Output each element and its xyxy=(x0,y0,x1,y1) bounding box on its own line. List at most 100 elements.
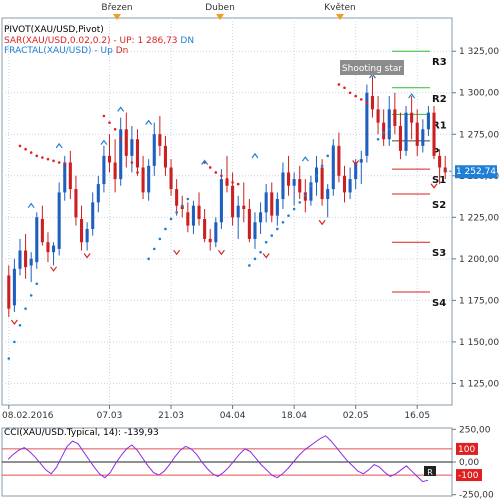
cci-level-badge xyxy=(456,469,482,482)
sar-point-down xyxy=(18,144,22,148)
legend-fractal-up: Up xyxy=(101,46,114,56)
candle-body xyxy=(337,145,341,176)
sar-point-up xyxy=(35,282,39,286)
x-tick-label: 08.02.2016 xyxy=(2,411,54,421)
candle-body xyxy=(57,192,61,249)
candle-body xyxy=(231,185,235,218)
sar-point-down xyxy=(52,159,55,163)
cci-y-tick-label: 250,00 xyxy=(459,425,491,435)
candle-body xyxy=(119,129,123,180)
fractal-up-marker xyxy=(145,119,153,125)
cci-line xyxy=(7,435,429,483)
fractal-down-marker xyxy=(10,319,18,325)
y-tick-label: 1 125,00 xyxy=(459,379,499,389)
sar-point-down xyxy=(354,94,357,98)
fractal-up-marker xyxy=(408,93,416,99)
candle-body xyxy=(370,96,375,110)
candle-body xyxy=(68,162,72,190)
candle-body xyxy=(186,212,190,226)
candle-body xyxy=(432,112,436,156)
fractal-markers xyxy=(10,73,438,325)
candle-body xyxy=(74,189,78,218)
candle-body xyxy=(12,268,16,306)
candle-body xyxy=(382,122,386,140)
sar-point-down xyxy=(141,174,145,178)
sar-point-up xyxy=(326,154,330,158)
sar-point-up xyxy=(376,137,380,141)
sar-point-down xyxy=(343,86,346,90)
fractal-down-marker xyxy=(217,249,225,256)
candle-body xyxy=(421,129,425,146)
sar-point-up xyxy=(270,234,274,237)
x-tick-label: 02.05 xyxy=(343,411,369,421)
sar-point-down xyxy=(35,154,39,158)
sar-point-up xyxy=(276,227,279,231)
cci-level-badge xyxy=(456,442,478,455)
y-tick-label: 1 150,00 xyxy=(459,338,499,348)
candle-body xyxy=(180,205,184,210)
month-marker-duben xyxy=(216,14,224,20)
candle-body xyxy=(264,192,268,213)
sar-point-up xyxy=(152,247,156,251)
sar-point-up xyxy=(7,357,11,360)
candle-body xyxy=(342,175,347,193)
cci-legend: CCI(XAU/USD.Typical, 14): -139,93 xyxy=(4,428,159,438)
candle-body xyxy=(309,182,313,201)
x-tick-label: 04.04 xyxy=(220,411,246,421)
candle-body xyxy=(197,205,201,219)
sar-point-down xyxy=(113,127,117,131)
candle-body xyxy=(253,222,257,239)
shooting-star-label: Shooting star xyxy=(342,64,402,74)
x-tick-label: 21.03 xyxy=(158,411,184,421)
candle-body xyxy=(410,112,414,123)
candle-body xyxy=(113,162,117,180)
legend-fractal-line: FRACTAL(XAU/USD) - Up Dn xyxy=(4,46,128,56)
candle-body xyxy=(326,189,330,200)
sar-point-down xyxy=(337,83,341,86)
y-tick-label: 1 300,00 xyxy=(459,89,499,99)
sar-point-up xyxy=(29,294,33,297)
candle-body xyxy=(214,222,218,243)
candle-body xyxy=(359,159,363,163)
sar-point-up xyxy=(253,257,257,261)
sar-point-down xyxy=(136,171,139,174)
candle-body xyxy=(203,218,207,239)
legend-fractal: FRACTAL(XAU/USD) xyxy=(4,46,92,56)
sar-point-down xyxy=(41,156,44,159)
month-label-kveten: Květen xyxy=(324,3,356,13)
cci-marker-box xyxy=(424,466,436,476)
sar-point-up xyxy=(18,323,22,327)
candle-body xyxy=(298,179,302,193)
sar-point-up xyxy=(287,214,290,217)
y-tick-label: 1 275,00 xyxy=(459,130,499,140)
shooting-star-badge xyxy=(340,60,404,75)
y-tick-label: 1 200,00 xyxy=(459,255,499,265)
sar-point-down xyxy=(220,174,223,178)
pivot-label-r2: R2 xyxy=(432,94,447,105)
pivot-label-s2: S2 xyxy=(432,200,446,211)
sar-point-down xyxy=(119,137,122,141)
candle-body xyxy=(24,250,28,268)
candle-body xyxy=(141,167,145,193)
sar-points xyxy=(7,83,391,360)
sar-point-down xyxy=(214,171,218,174)
candle-body xyxy=(275,199,279,216)
sar-point-up xyxy=(169,217,173,221)
candle-body xyxy=(259,212,263,223)
candle-body xyxy=(348,179,352,193)
pivot-label-s3: S3 xyxy=(432,248,446,259)
candle-body xyxy=(63,162,67,193)
legend-sar-up: UP: 1 286,73 xyxy=(120,36,178,46)
sar-point-up xyxy=(315,174,318,178)
sar-point-down xyxy=(124,149,128,153)
candle-body xyxy=(247,209,251,239)
candle-body xyxy=(219,179,223,223)
fractal-down-marker xyxy=(430,183,438,189)
fractal-up-marker xyxy=(27,202,35,209)
candle-body xyxy=(320,167,324,200)
legend-sar-line: SAR(XAU/USD,0.02,0.2) - UP: 1 286,73 DN xyxy=(4,36,194,46)
fractal-down-marker xyxy=(262,253,270,259)
sar-point-down xyxy=(46,157,50,161)
fractal-down-marker xyxy=(50,266,58,272)
